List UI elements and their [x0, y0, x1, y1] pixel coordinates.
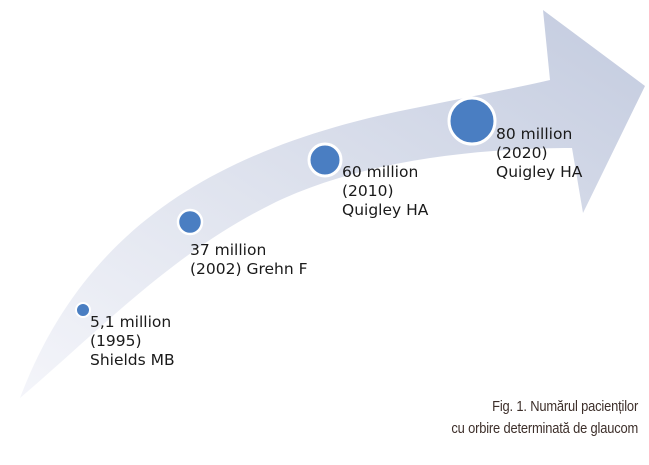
milestone-value: 60 million [342, 163, 419, 181]
milestone-label-2020: 80 million (2020) Quigley HA [496, 125, 582, 182]
milestone-year: (2010) [342, 182, 394, 200]
milestone-year: (1995) [90, 332, 142, 350]
milestone-year-source: (2002) Grehn F [190, 260, 308, 278]
milestone-label-2010: 60 million (2010) Quigley HA [342, 163, 428, 220]
milestone-dot-2010 [307, 142, 343, 178]
milestone-value: 80 million [496, 125, 573, 143]
milestone-dot-1995 [75, 302, 91, 318]
figure-caption-line-1: Fig. 1. Numărul pacienților [492, 398, 638, 415]
milestone-dot-2002 [176, 208, 204, 236]
milestone-label-1995: 5,1 million (1995) Shields MB [90, 313, 175, 370]
milestone-value: 5,1 million [90, 313, 172, 331]
milestone-source: Quigley HA [496, 163, 583, 181]
milestone-year: (2020) [496, 144, 548, 162]
milestone-source: Shields MB [90, 351, 175, 369]
milestone-value: 37 million [190, 241, 267, 259]
milestone-dot-2020 [447, 96, 497, 146]
milestone-label-2002: 37 million (2002) Grehn F [190, 241, 308, 279]
figure-caption-line-2: cu orbire determinată de glaucom [451, 420, 638, 437]
milestone-source: Quigley HA [342, 201, 429, 219]
figure-caption: Fig. 1. Numărul pacienților cu orbire de… [451, 396, 638, 440]
